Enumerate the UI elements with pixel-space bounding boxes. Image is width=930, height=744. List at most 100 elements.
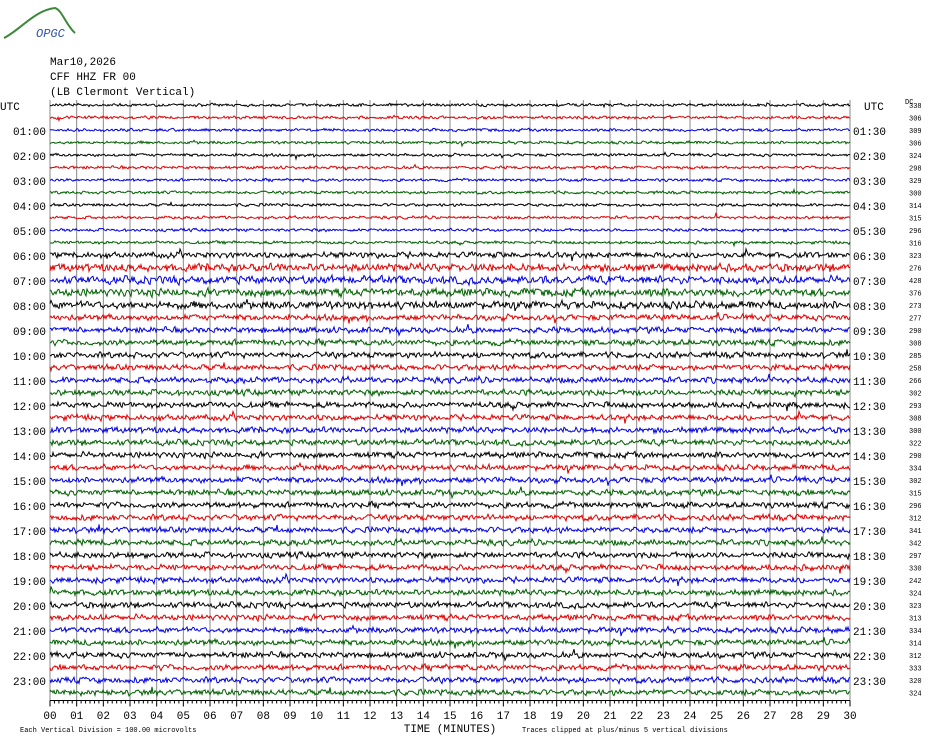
trace	[49, 201, 851, 208]
trace	[49, 486, 851, 500]
x-tick-label: 27	[763, 711, 776, 723]
dc-offset: 316	[909, 240, 922, 248]
dc-offset: 285	[909, 353, 922, 361]
x-tick-label: 15	[443, 711, 456, 723]
dc-offset: 266	[909, 378, 922, 386]
left-time-label: 14:00	[13, 452, 46, 464]
trace	[49, 686, 851, 698]
right-time-label: 20:30	[853, 602, 886, 614]
right-time-label: 09:30	[853, 327, 886, 339]
dc-offset: 315	[909, 490, 922, 498]
trace	[49, 273, 851, 287]
right-time-label: 01:30	[853, 127, 886, 139]
trace	[49, 227, 851, 233]
left-time-label: 22:00	[13, 652, 46, 664]
dc-offset: 300	[909, 428, 922, 436]
x-tick-label: 22	[630, 711, 643, 723]
dc-offset: 338	[909, 103, 922, 111]
labels: 00 01 02 03 04 05 06 07 08 09 10 11 12 13 14 15 16 17 18 19…	[13, 103, 922, 723]
x-tick-label: 12	[363, 711, 376, 723]
left-time-label: 01:00	[13, 127, 46, 139]
left-time-label: 02:00	[13, 152, 46, 164]
left-time-label: 23:00	[13, 677, 46, 689]
dc-offset: 302	[909, 478, 922, 486]
trace	[49, 662, 851, 673]
dc-offset: 333	[909, 665, 922, 673]
right-time-label: 13:30	[853, 427, 886, 439]
right-time-label: 15:30	[853, 477, 886, 489]
right-time-label: 19:30	[853, 577, 886, 589]
dc-offset: 323	[909, 603, 922, 611]
dc-offset: 315	[909, 215, 922, 223]
trace	[49, 450, 851, 460]
trace	[49, 114, 851, 123]
left-time-label: 06:00	[13, 252, 46, 264]
dc-offset: 324	[909, 690, 922, 698]
trace	[49, 500, 851, 510]
right-time-label: 04:30	[853, 202, 886, 214]
left-time-label: 07:00	[13, 277, 46, 289]
trace	[49, 212, 851, 220]
right-time-label: 12:30	[853, 402, 886, 414]
dc-offset: 293	[909, 403, 922, 411]
dc-offset: 330	[909, 565, 922, 573]
grid	[49, 100, 851, 707]
x-tick-label: 02	[97, 711, 110, 723]
x-tick-label: 14	[417, 711, 431, 723]
trace	[49, 362, 851, 373]
station: CFF HHZ FR 00	[50, 72, 136, 84]
x-tick-label: 17	[497, 711, 510, 723]
dc-offset: 342	[909, 540, 922, 548]
trace	[49, 324, 851, 337]
right-time-label: 17:30	[853, 527, 886, 539]
trace	[49, 524, 851, 535]
right-time-label: 18:30	[853, 552, 886, 564]
x-tick-label: 10	[310, 711, 323, 723]
x-tick-label: 19	[550, 711, 563, 723]
left-time-label: 16:00	[13, 502, 46, 514]
time-axis-title: TIME (MINUTES)	[404, 724, 496, 736]
dc-offset: 324	[909, 590, 922, 598]
trace	[49, 163, 851, 172]
trace	[49, 151, 851, 161]
x-tick-label: 20	[577, 711, 590, 723]
trace	[49, 550, 851, 561]
left-time-label: 08:00	[13, 302, 46, 314]
dc-offset: 242	[909, 578, 922, 586]
right-axis-title: UTC	[864, 102, 884, 114]
trace	[49, 536, 851, 548]
dc-offset: 334	[909, 465, 922, 473]
right-time-label: 16:30	[853, 502, 886, 514]
trace	[49, 461, 851, 474]
dc-offset: 300	[909, 190, 922, 198]
x-tick-label: 11	[337, 711, 351, 723]
left-time-label: 10:00	[13, 352, 46, 364]
dc-offset: 258	[909, 365, 922, 373]
trace	[49, 612, 851, 623]
left-time-label: 20:00	[13, 602, 46, 614]
x-tick-label: 28	[790, 711, 803, 723]
trace	[49, 675, 851, 685]
left-time-label: 21:00	[13, 627, 46, 639]
trace	[49, 562, 851, 575]
trace	[49, 409, 851, 424]
dc-offset: 308	[909, 415, 922, 423]
trace	[50, 425, 851, 435]
dc-offset: 298	[909, 165, 922, 173]
dc-offset: 302	[909, 390, 922, 398]
left-time-label: 19:00	[13, 577, 46, 589]
dc-offset: 276	[909, 265, 922, 273]
right-time-label: 08:30	[853, 302, 886, 314]
x-tick-label: 00	[43, 711, 56, 723]
dc-offset: 309	[909, 128, 922, 136]
dc-offset: 297	[909, 553, 922, 561]
x-tick-label: 09	[283, 711, 296, 723]
trace	[49, 312, 851, 324]
dc-offset: 308	[909, 340, 922, 348]
dc-offset: 306	[909, 115, 922, 123]
trace	[49, 572, 851, 587]
trace	[49, 637, 851, 649]
trace	[49, 187, 851, 196]
x-tick-label: 26	[737, 711, 750, 723]
